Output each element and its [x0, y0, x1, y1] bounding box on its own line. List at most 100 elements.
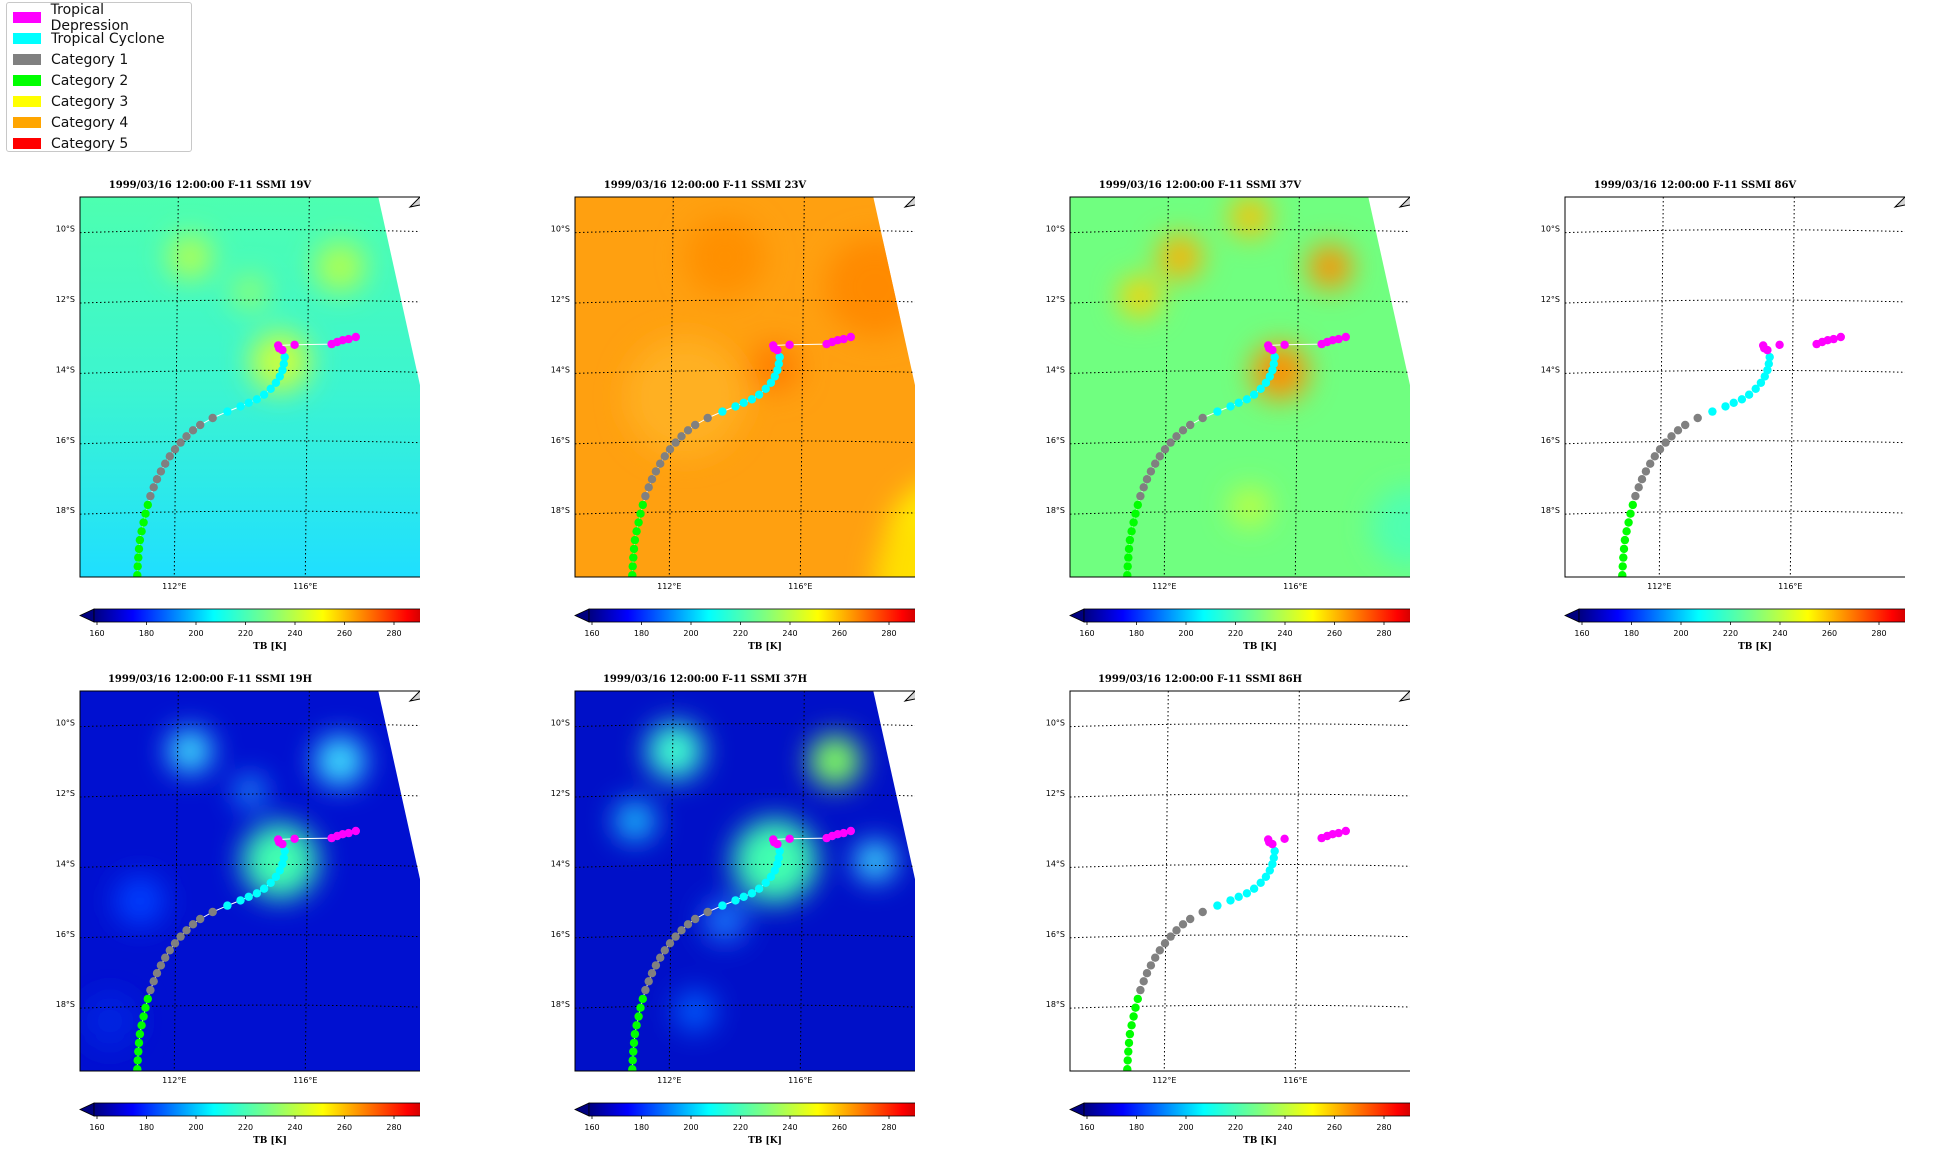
- track-point: [244, 398, 253, 407]
- lat-label: 18°S: [56, 1000, 75, 1009]
- lon-label: 116°E: [293, 582, 317, 591]
- track-point: [236, 896, 245, 905]
- track-point: [1764, 359, 1773, 368]
- land-mass: [1398, 691, 1410, 702]
- colorbar-tick: 260: [832, 629, 847, 638]
- track-point: [146, 985, 155, 995]
- lon-label: 112°E: [1152, 582, 1176, 591]
- track-point: [279, 359, 288, 368]
- track-point: [644, 483, 653, 492]
- map-panel: 1999/03/16 12:00:00 F-11 SSMI 19V 10°S 12…: [0, 180, 420, 670]
- track-point: [773, 365, 782, 375]
- track-point: [1269, 359, 1278, 368]
- legend-swatch: [13, 138, 41, 149]
- track-point: [170, 445, 180, 454]
- track-point: [1178, 426, 1188, 435]
- lat-label: 10°S: [551, 719, 570, 728]
- lon-label: 116°E: [788, 1076, 812, 1085]
- map-panel: 1999/03/16 12:00:00 F-11 SSMI 86V 10°S 12…: [1485, 180, 1905, 670]
- map-panel: 1999/03/16 12:00:00 F-11 SSMI 19H 10°S 12…: [0, 674, 420, 1164]
- track-point: [1131, 509, 1140, 518]
- track-point: [252, 889, 262, 898]
- lon-label: 112°E: [1647, 582, 1671, 591]
- track-point: [846, 826, 855, 836]
- track-point: [647, 475, 657, 484]
- track-point: [280, 846, 289, 856]
- lon-label: 112°E: [657, 582, 681, 591]
- track-point: [223, 407, 232, 416]
- lat-label: 18°S: [56, 506, 75, 515]
- track-point: [785, 834, 794, 843]
- track-point: [134, 1038, 144, 1048]
- map-frame: [79, 690, 420, 1072]
- track-point: [1142, 475, 1152, 484]
- colorbar-tick: 240: [782, 629, 797, 638]
- track-point: [278, 365, 287, 375]
- track-point: [1270, 352, 1279, 362]
- colorbar-tick: 220: [238, 629, 253, 638]
- track-point: [1628, 500, 1637, 510]
- track-point: [280, 352, 289, 362]
- colorbar-tick: 160: [1574, 629, 1589, 638]
- colorbar-tick: 200: [683, 1123, 698, 1132]
- track-point: [660, 452, 669, 461]
- colorbar-label: TB [K]: [253, 642, 287, 652]
- track-point: [1213, 407, 1222, 416]
- track-point: [252, 395, 262, 404]
- colorbar-tick: 260: [832, 1123, 847, 1132]
- track-point: [1136, 985, 1145, 995]
- track-point: [1146, 467, 1156, 476]
- track-point: [1756, 378, 1766, 387]
- panel-title: 1999/03/16 12:00:00 F-11 SSMI 19H: [107, 674, 313, 685]
- lon-label: 112°E: [1152, 1076, 1176, 1085]
- track-point: [691, 420, 700, 430]
- track-point: [747, 395, 757, 404]
- track-point: [141, 1003, 150, 1012]
- map-frame: [1564, 196, 1905, 578]
- track-point: [1186, 914, 1195, 924]
- track-point: [176, 932, 185, 941]
- track-point: [135, 1029, 145, 1039]
- colorbar-tick: 260: [1327, 629, 1342, 638]
- track-point: [1646, 459, 1655, 468]
- track-point: [1836, 332, 1845, 342]
- map-panel: 1999/03/16 12:00:00 F-11 SSMI 23V 10°S 12…: [495, 180, 915, 670]
- colorbar-tick: 200: [188, 629, 203, 638]
- track-point: [1213, 901, 1222, 910]
- track-point: [1744, 390, 1754, 399]
- track-point: [1261, 378, 1271, 387]
- track-point: [1655, 445, 1665, 454]
- track-point: [769, 835, 778, 844]
- lat-label: 16°S: [1046, 930, 1065, 939]
- colorbar-tick: 240: [287, 1123, 302, 1132]
- legend-swatch: [13, 96, 41, 107]
- legend-item: Category 3: [13, 91, 185, 112]
- track-point: [1622, 527, 1631, 536]
- track-point: [1693, 413, 1702, 423]
- colorbar-tick: 280: [1376, 629, 1391, 638]
- track-point: [775, 846, 784, 856]
- track-point: [176, 438, 185, 447]
- land-mass: [1893, 197, 1905, 208]
- track-point: [143, 500, 152, 510]
- track-point: [1234, 892, 1243, 901]
- track-point: [275, 866, 284, 875]
- legend-item: Category 4: [13, 112, 185, 133]
- legend-label: Category 1: [51, 51, 129, 68]
- track-point: [629, 553, 638, 562]
- track-point: [135, 535, 145, 545]
- track-point: [754, 884, 764, 893]
- lat-label: 16°S: [1046, 436, 1065, 445]
- track-point: [1265, 866, 1274, 875]
- track-point: [1280, 834, 1289, 843]
- track-point: [134, 1047, 143, 1056]
- track-point: [1124, 544, 1134, 554]
- track-point: [133, 571, 142, 577]
- colorbar-tick: 160: [584, 629, 599, 638]
- track-point: [1166, 438, 1175, 447]
- track-point: [1124, 1038, 1134, 1048]
- lat-label: 10°S: [1046, 719, 1065, 728]
- legend-swatch: [13, 75, 41, 86]
- map-plot: 10°S12°S14°S16°S18°S112°E116°E120°E16018…: [56, 196, 420, 652]
- track-point: [1264, 341, 1273, 350]
